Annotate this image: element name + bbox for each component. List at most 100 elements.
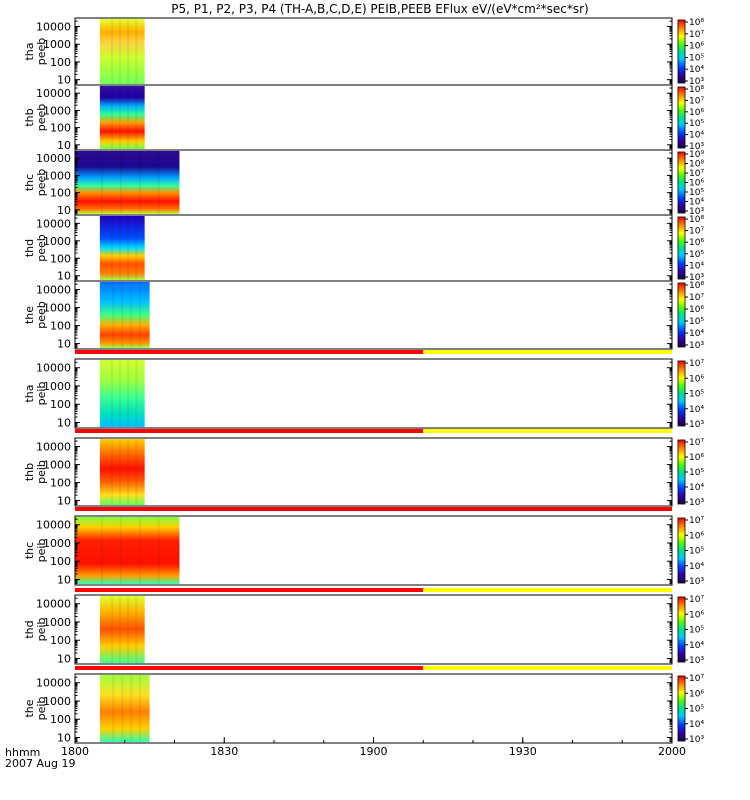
colorbar <box>677 19 686 84</box>
x-axis-unit-label: hhmm <box>5 746 40 759</box>
panel-label-probe: the <box>23 699 36 717</box>
panel-frame <box>74 437 673 507</box>
panel-frame <box>74 84 673 151</box>
spectrogram-stripe <box>121 282 124 348</box>
colorbar-tick-label: 10⁶ <box>689 179 704 189</box>
colorbar <box>677 216 686 280</box>
colorbar-tick-label: 10⁴ <box>689 483 704 493</box>
x-tick-label: 1930 <box>509 745 537 758</box>
panel-label-product: peib <box>35 618 48 642</box>
y-tick-label: 1000 <box>43 537 71 550</box>
spectrogram-stripe <box>112 675 115 742</box>
y-tick-label: 10000 <box>36 284 71 297</box>
colorbar-tick-label: 10³ <box>689 77 704 87</box>
spectrogram-stripe <box>135 596 138 663</box>
date-label: 2007 Aug 19 <box>5 757 75 770</box>
spectrogram-stripe <box>112 282 115 348</box>
panel-frame <box>74 594 673 665</box>
x-tick-label: 1800 <box>61 745 89 758</box>
panel-label-product: peeb <box>35 234 48 262</box>
spectrogram-stripe <box>138 151 141 214</box>
colorbar <box>677 439 686 505</box>
mode-bar-segment <box>423 666 672 670</box>
spectrogram-stripe <box>127 216 130 280</box>
panel-label-probe: thd <box>23 239 36 257</box>
y-tick-label: 100 <box>50 122 71 135</box>
spectrogram-block <box>99 596 145 663</box>
colorbar-tick-label: 10³ <box>689 656 704 666</box>
colorbar-tick-label: 10⁵ <box>689 119 704 129</box>
y-tick-label: 10 <box>57 338 71 351</box>
colorbar-tick-label: 10⁶ <box>689 108 704 118</box>
colorbar-tick-label: 10⁴ <box>689 720 704 730</box>
colorbar-tick-label: 10⁴ <box>689 562 704 572</box>
colorbar <box>677 360 686 427</box>
y-tick-label: 10000 <box>36 362 71 375</box>
spectrogram-stripe <box>119 596 122 663</box>
spectrogram-block <box>75 151 180 214</box>
y-tick-label: 10 <box>57 574 71 587</box>
spectrogram-stripe <box>130 675 133 742</box>
colorbar-tick-label: 10⁶ <box>689 689 704 699</box>
spectrogram-stripe <box>127 86 130 149</box>
colorbar-tick-label: 10⁷ <box>689 30 704 40</box>
colorbar-tick-label: 10⁷ <box>689 438 704 448</box>
colorbar-tick-label: 10⁸ <box>689 85 704 95</box>
colorbar <box>677 596 686 663</box>
colorbar-tick-label: 10⁸ <box>689 18 704 28</box>
panel-label-product: peib <box>35 382 48 406</box>
y-tick-label: 10000 <box>36 217 71 230</box>
panel-frame <box>74 358 673 429</box>
y-tick-label: 10 <box>57 495 71 508</box>
colorbar-tick-label: 10³ <box>689 341 704 351</box>
panel-label-product: peeb <box>35 301 48 329</box>
spectrogram-block <box>99 439 145 505</box>
colorbar-tick-label: 10⁴ <box>689 261 704 271</box>
y-tick-label: 100 <box>50 477 71 490</box>
y-tick-label: 100 <box>50 56 71 69</box>
y-tick-label: 10 <box>57 732 71 745</box>
y-tick-label: 100 <box>50 252 71 265</box>
spectrogram-stripe <box>127 19 130 84</box>
y-tick-label: 10000 <box>36 20 71 33</box>
colorbar-tick-label: 10⁶ <box>689 42 704 52</box>
spectrogram-block <box>99 19 145 84</box>
x-axis: 1800 1830 1900 1930 2000 <box>61 737 686 758</box>
colorbar-tick-label: 10⁷ <box>689 227 704 237</box>
y-tick-label: 100 <box>50 187 71 200</box>
colorbar-tick-label: 10⁹ <box>689 150 704 160</box>
panel-label-product: peeb <box>35 104 48 132</box>
mode-bar-segment <box>75 588 424 592</box>
colorbar-tick-label: 10⁵ <box>689 53 704 63</box>
y-tick-label: 10000 <box>36 87 71 100</box>
y-tick-label: 100 <box>50 320 71 333</box>
mode-bar-segment <box>423 588 672 592</box>
colorbar-tick-label: 10⁶ <box>689 238 704 248</box>
spectrogram-stripe <box>119 360 122 427</box>
y-tick-label: 100 <box>50 634 71 647</box>
panel-label-probe: thd <box>23 620 36 638</box>
colorbar-tick-label: 10⁷ <box>689 359 704 369</box>
spectrogram-stripe <box>119 19 122 84</box>
spectrogram-block <box>75 517 180 584</box>
y-tick-label: 10 <box>57 74 71 87</box>
spectrogram-stripe <box>135 439 138 505</box>
y-tick-label: 1000 <box>43 616 71 629</box>
spectrogram-stripe <box>111 86 114 149</box>
colorbar-tick-label: 10⁵ <box>689 626 704 636</box>
colorbar-tick-label: 10³ <box>689 735 704 745</box>
spectrogram-stripe <box>119 517 122 584</box>
colorbar-tick-label: 10³ <box>689 142 704 152</box>
y-tick-label: 10 <box>57 270 71 283</box>
panel-label-probe: the <box>23 306 36 324</box>
y-tick-label: 1000 <box>43 169 71 182</box>
mode-bar-segment <box>75 507 672 511</box>
colorbar <box>677 151 686 214</box>
spectrogram-stripe <box>127 596 130 663</box>
colorbar-tick-label: 10⁵ <box>689 468 704 478</box>
colorbar-tick-label: 10³ <box>689 207 704 217</box>
